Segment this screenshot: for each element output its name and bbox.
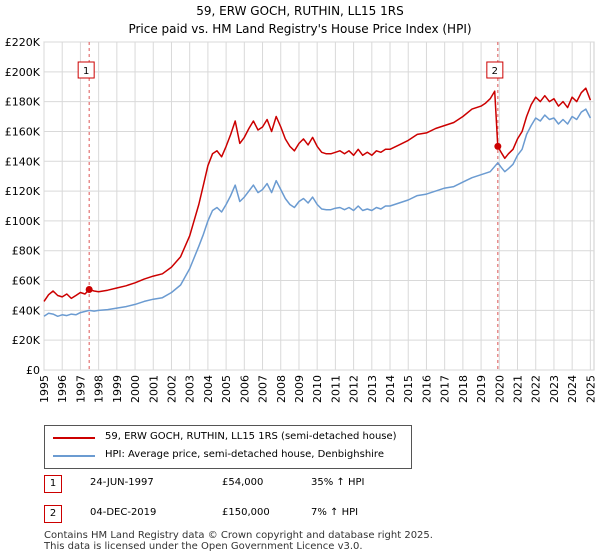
x-tick-label: 1996 [56,375,69,403]
footer-notice: Contains HM Land Registry data © Crown c… [44,530,433,552]
x-tick-label: 2014 [384,375,397,403]
x-tick-label: 2002 [165,375,178,403]
hpi-line-swatch [53,455,95,457]
x-tick-label: 2001 [147,375,160,403]
x-tick-label: 1997 [74,375,87,403]
hpi-line [43,108,592,318]
sale-marker-label: 2 [492,66,498,77]
x-tick-label: 2008 [275,375,288,403]
x-tick-label: 2005 [220,375,233,403]
x-tick-label: 2013 [366,375,379,403]
x-tick-label: 2020 [493,375,506,403]
x-tick-label: 2009 [293,375,306,403]
property-line-swatch [53,437,95,439]
transaction-date: 04-DEC-2019 [90,507,157,518]
y-tick-label: £80K [12,245,41,258]
sale-point [85,285,93,293]
x-tick-label: 2006 [238,375,251,403]
footer-line-1: Contains HM Land Registry data © Crown c… [44,530,433,541]
x-tick-label: 2018 [457,375,470,403]
sale-marker-label: 1 [83,66,89,77]
y-tick-label: £100K [5,215,41,228]
y-tick-label: £220K [5,36,41,49]
x-tick-label: 1998 [93,375,106,403]
x-tick-label: 2011 [329,375,342,403]
x-tick-label: 2021 [512,375,525,403]
y-tick-label: £140K [5,155,41,168]
x-tick-label: 2022 [530,375,543,403]
sale-marker-badge [486,61,504,79]
x-tick-label: 2010 [311,375,324,403]
x-tick-label: 2007 [257,375,270,403]
sale-point [494,142,502,150]
x-tick-label: 2023 [548,375,561,403]
x-tick-label: 2017 [439,375,452,403]
footer-line-2: This data is licensed under the Open Gov… [44,541,363,552]
sale-marker-badge [77,61,95,79]
property-price-line [43,87,592,302]
y-tick-label: £160K [5,125,41,138]
transaction-date: 24-JUN-1997 [90,477,154,488]
transaction-price: £54,000 [222,477,264,488]
y-tick-label: £60K [12,275,41,288]
transaction-hpi-change: 7% ↑ HPI [311,507,359,518]
x-tick-label: 2024 [566,375,579,403]
y-tick-label: £200K [5,66,41,79]
y-tick-label: £0 [26,364,40,377]
x-tick-label: 2016 [420,375,433,403]
x-tick-label: 2004 [202,375,215,403]
transaction-badge: 2 [44,505,62,523]
legend-label-hpi: HPI: Average price, semi-detached house,… [105,449,384,460]
x-tick-label: 1995 [38,375,51,403]
x-tick-label: 1999 [111,375,124,403]
x-tick-label: 2012 [348,375,361,403]
legend-label-property: 59, ERW GOCH, RUTHIN, LL15 1RS (semi-det… [105,431,397,442]
chart-title-line2: Price paid vs. HM Land Registry's House … [128,22,472,36]
x-tick-label: 2003 [184,375,197,403]
transaction-hpi-change: 35% ↑ HPI [311,477,365,488]
transaction-row: 2 04-DEC-2019 £150,000 7% ↑ HPI [44,505,564,525]
transaction-price: £150,000 [222,507,270,518]
y-tick-label: £20K [12,334,41,347]
legend: 59, ERW GOCH, RUTHIN, LL15 1RS (semi-det… [44,425,412,469]
x-tick-label: 2015 [402,375,415,403]
x-tick-label: 2019 [475,375,488,403]
price-chart: £0 £20K £40K £60K £80K £100K £120K £140K £160K £1… [5,36,598,403]
y-tick-label: £180K [5,96,41,109]
y-tick-label: £120K [5,185,41,198]
x-tick-label: 2000 [129,375,142,403]
x-tick-label: 2025 [584,375,597,403]
transaction-badge: 1 [44,475,62,493]
y-tick-label: £40K [12,304,41,317]
transaction-row: 1 24-JUN-1997 £54,000 35% ↑ HPI [44,475,564,495]
chart-title-line1: 59, ERW GOCH, RUTHIN, LL15 1RS [196,4,404,18]
